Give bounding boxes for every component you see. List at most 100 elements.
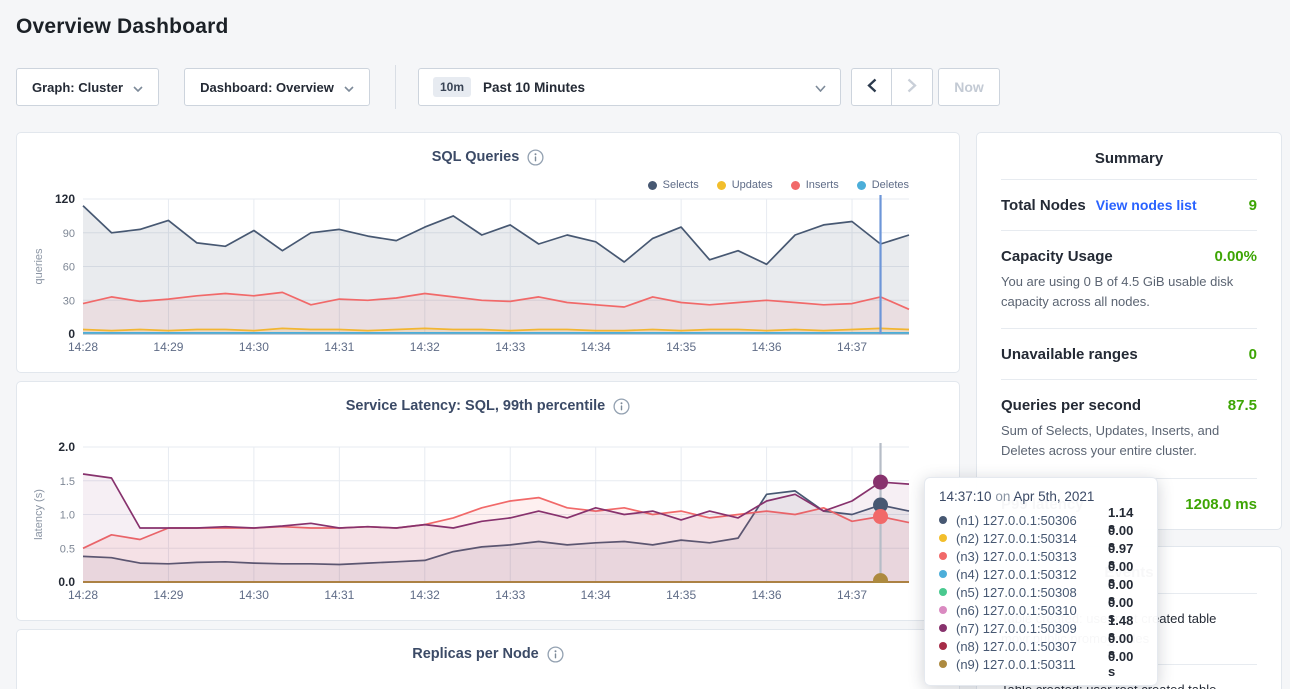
series-color-dot-icon xyxy=(939,624,947,632)
svg-text:14:33: 14:33 xyxy=(495,588,525,602)
svg-text:14:33: 14:33 xyxy=(495,340,525,354)
legend-item[interactable]: Updates xyxy=(716,179,773,191)
unavailable-ranges-value: 0 xyxy=(1248,346,1257,364)
svg-text:0: 0 xyxy=(68,327,75,341)
svg-text:latency (s): latency (s) xyxy=(33,489,45,540)
sql-chart-legend: Selects Updates Inserts Deletes xyxy=(647,179,909,191)
tooltip-row: (n4) 127.0.0.1:50312 0.00 s xyxy=(939,559,1143,589)
replicas-per-node-chart-title: Replicas per Node xyxy=(412,646,539,662)
tooltip-node-address: (n5) 127.0.0.1:50308 xyxy=(956,584,1077,600)
tooltip-date: Apr 5th, 2021 xyxy=(1013,489,1095,504)
svg-text:1.0: 1.0 xyxy=(60,510,75,522)
time-prev-button[interactable] xyxy=(851,68,892,106)
tooltip-time: 14:37:10 xyxy=(939,489,992,504)
chevron-left-icon xyxy=(866,78,877,96)
tooltip-node-value: 1.14 s xyxy=(1108,505,1134,535)
info-icon[interactable] xyxy=(547,645,564,663)
sql-queries-chart-card: SQL Queries Selects Updates Inserts Deletes… xyxy=(16,132,960,373)
charts-column: SQL Queries Selects Updates Inserts Deletes… xyxy=(16,132,960,689)
legend-label: Deletes xyxy=(871,179,909,191)
chevron-down-icon xyxy=(815,80,826,95)
tooltip-node-value: 0.00 s xyxy=(1108,523,1134,553)
svg-text:0.5: 0.5 xyxy=(60,543,75,555)
svg-text:90: 90 xyxy=(63,228,75,240)
summary-panel: Summary Total Nodes View nodes list 9 Ca… xyxy=(976,132,1282,530)
series-color-dot-icon xyxy=(939,534,947,542)
latency-hover-tooltip: 14:37:10 on Apr 5th, 2021 (n1) 127.0.0.1… xyxy=(924,477,1158,686)
legend-item[interactable]: Deletes xyxy=(856,179,909,191)
tooltip-node-value: 0.00 s xyxy=(1108,649,1134,679)
tooltip-node-address: (n7) 127.0.0.1:50309 xyxy=(956,620,1077,636)
svg-text:14:34: 14:34 xyxy=(581,588,611,602)
sql-queries-chart-title: SQL Queries xyxy=(431,149,520,165)
legend-item[interactable]: Inserts xyxy=(790,179,839,191)
dashboard-dropdown[interactable]: Dashboard: Overview xyxy=(184,68,370,106)
series-color-dot-icon xyxy=(939,660,947,668)
series-color-dot-icon xyxy=(939,516,947,524)
tooltip-row: (n3) 127.0.0.1:50313 0.97 s xyxy=(939,541,1143,571)
service-latency-plot[interactable]: 14:28 14:29 14:30 14:31 14:32 14:33 14:34 14:35… xyxy=(29,439,949,606)
tooltip-node-value: 0.00 s xyxy=(1108,595,1134,625)
capacity-usage-value: 0.00% xyxy=(1214,248,1257,265)
info-icon[interactable] xyxy=(613,397,630,415)
sql-queries-plot[interactable]: 14:28 14:29 14:30 14:31 14:32 14:33 14:34 14:35… xyxy=(29,191,949,358)
tooltip-row: (n7) 127.0.0.1:50309 1.48 s xyxy=(939,613,1143,643)
divider xyxy=(395,65,396,109)
time-range-badge: 10m xyxy=(433,77,472,97)
svg-text:14:32: 14:32 xyxy=(410,340,440,354)
graph-dropdown[interactable]: Graph: Cluster xyxy=(16,68,159,106)
svg-text:14:31: 14:31 xyxy=(324,340,354,354)
tooltip-row: (n1) 127.0.0.1:50306 1.14 s xyxy=(939,505,1143,535)
service-latency-chart-card: Service Latency: SQL, 99th percentile 14… xyxy=(16,381,960,621)
series-color-dot-icon xyxy=(939,588,947,596)
series-color-dot-icon xyxy=(939,552,947,560)
legend-label: Updates xyxy=(731,179,773,191)
series-color-dot-icon xyxy=(939,642,947,650)
tooltip-on: on xyxy=(995,489,1011,504)
svg-text:14:37: 14:37 xyxy=(837,588,867,602)
tooltip-node-rows: (n1) 127.0.0.1:50306 1.14 s (n2) 127.0.0.1… xyxy=(939,505,1143,679)
unavailable-ranges-label: Unavailable ranges xyxy=(1001,346,1138,364)
svg-text:2.0: 2.0 xyxy=(58,440,75,454)
page-title: Overview Dashboard xyxy=(16,15,229,38)
now-button[interactable]: Now xyxy=(938,68,1000,106)
legend-dot-icon xyxy=(790,180,800,190)
queries-per-second-label: Queries per second xyxy=(1001,397,1142,415)
time-range-selector[interactable]: 10m Past 10 Minutes xyxy=(418,68,841,106)
svg-text:14:32: 14:32 xyxy=(410,588,440,602)
svg-text:120: 120 xyxy=(55,192,75,206)
chevron-down-icon xyxy=(344,80,354,95)
tooltip-node-address: (n3) 127.0.0.1:50313 xyxy=(956,548,1077,564)
info-icon[interactable] xyxy=(527,148,544,166)
svg-text:14:35: 14:35 xyxy=(666,340,696,354)
service-latency-chart-title: Service Latency: SQL, 99th percentile xyxy=(345,398,606,414)
svg-text:14:36: 14:36 xyxy=(752,340,782,354)
legend-dot-icon xyxy=(856,180,866,190)
summary-row-capacity: Capacity Usage 0.00% You are using 0 B o… xyxy=(1001,230,1257,328)
dashboard-dropdown-label: Dashboard: Overview xyxy=(200,79,334,95)
tooltip-node-value: 0.97 s xyxy=(1108,541,1134,571)
tooltip-node-value: 0.00 s xyxy=(1108,559,1134,589)
legend-item[interactable]: Selects xyxy=(647,179,699,191)
svg-text:queries: queries xyxy=(33,248,45,285)
svg-text:14:30: 14:30 xyxy=(239,340,269,354)
tooltip-node-address: (n1) 127.0.0.1:50306 xyxy=(956,512,1077,528)
summary-row-unavailable-ranges: Unavailable ranges 0 xyxy=(1001,328,1257,379)
tooltip-timestamp: 14:37:10 on Apr 5th, 2021 xyxy=(939,489,1143,504)
series-color-dot-icon xyxy=(939,570,947,578)
summary-heading: Summary xyxy=(1094,150,1164,167)
legend-dot-icon xyxy=(647,180,657,190)
replicas-per-node-chart-card: Replicas per Node xyxy=(16,629,960,689)
svg-text:60: 60 xyxy=(63,262,75,274)
tooltip-node-value: 1.48 s xyxy=(1108,613,1134,643)
tooltip-node-address: (n8) 127.0.0.1:50307 xyxy=(956,638,1077,654)
view-nodes-list-link[interactable]: View nodes list xyxy=(1095,197,1197,213)
svg-text:14:34: 14:34 xyxy=(581,340,611,354)
svg-text:0.0: 0.0 xyxy=(58,575,75,589)
controls-bar: Graph: Cluster Dashboard: Overview 10m P… xyxy=(16,65,1274,109)
tooltip-row: (n5) 127.0.0.1:50308 0.00 s xyxy=(939,577,1143,607)
svg-text:14:28: 14:28 xyxy=(68,340,98,354)
time-next-button[interactable] xyxy=(892,68,933,106)
legend-label: Inserts xyxy=(805,179,839,191)
